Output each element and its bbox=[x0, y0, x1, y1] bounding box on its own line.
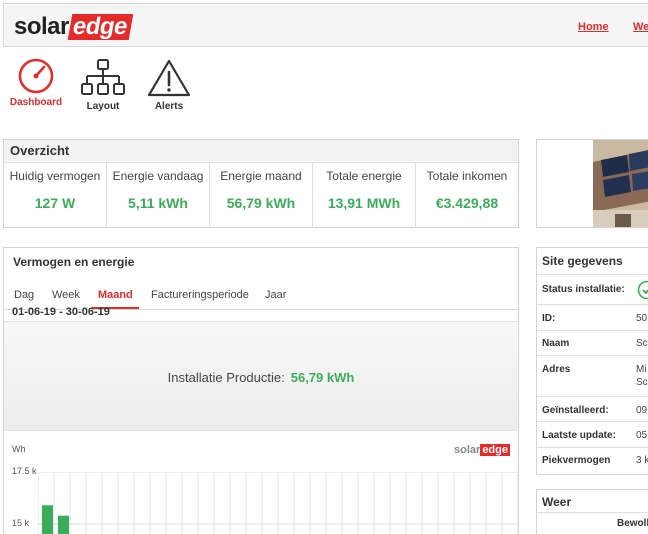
nav-home-link[interactable]: Home bbox=[578, 21, 609, 33]
site-row-installed: Geïnstalleerd: 09 bbox=[537, 396, 648, 421]
site-data-panel: Site gegevens Status installatie: ID: 50… bbox=[536, 247, 648, 475]
site-row-key: ID: bbox=[542, 313, 556, 324]
production-value: 56,79 kWh bbox=[290, 370, 355, 385]
site-row-key: Naam bbox=[542, 338, 570, 349]
layout-icon bbox=[81, 59, 125, 95]
site-row-key: Status installatie: bbox=[542, 284, 625, 295]
tab-week[interactable]: Week bbox=[52, 289, 80, 301]
site-data-title: Site gegevens bbox=[542, 254, 623, 268]
nav-weather-link[interactable]: We bbox=[633, 21, 648, 33]
metric-label: Energie vandaag bbox=[112, 169, 204, 183]
metric-energy-month: Energie maand 56,79 kWh bbox=[210, 163, 313, 227]
site-row-value: 50 bbox=[636, 313, 648, 324]
site-row-value: 05 bbox=[636, 430, 648, 441]
site-row-key: Adres bbox=[542, 364, 571, 375]
metric-total-income: Totale inkomen €3.429,88 bbox=[416, 163, 518, 227]
solaredge-logo[interactable]: solar edge bbox=[14, 13, 134, 40]
date-range: 01-06-19 - 30-06-19 bbox=[12, 306, 110, 318]
tab-day[interactable]: Dag bbox=[14, 289, 35, 301]
status-ok-icon bbox=[637, 280, 648, 300]
chart-solaredge-logo: solar edge bbox=[454, 444, 510, 456]
site-row-peak-power: Piekvermogen 3 k bbox=[537, 447, 648, 474]
power-energy-title: Vermogen en energie bbox=[13, 255, 135, 269]
metric-value: 13,91 MWh bbox=[327, 195, 401, 211]
site-row-value: 3 k bbox=[636, 455, 648, 466]
topnav-layout[interactable]: Layout bbox=[70, 58, 136, 112]
tab-month[interactable]: Maand bbox=[92, 289, 139, 309]
energy-chart: Wh solar edge 17.5 k 15 k bbox=[4, 432, 518, 534]
topnav-layout-label: Layout bbox=[86, 101, 120, 112]
production-summary: Installatie Productie: 56,79 kWh bbox=[4, 321, 518, 431]
site-row-id: ID: 50 bbox=[537, 304, 648, 330]
power-energy-panel: Vermogen en energie Dag Week Maand Factu… bbox=[3, 247, 519, 534]
site-row-name: Naam Sc bbox=[537, 330, 648, 355]
site-row-status: Status installatie: bbox=[537, 274, 648, 304]
site-row-key: Laatste update: bbox=[542, 430, 616, 441]
site-photo[interactable] bbox=[536, 139, 648, 228]
topnav-alerts[interactable]: Alerts bbox=[136, 58, 202, 112]
chart-y-unit: Wh bbox=[12, 444, 26, 454]
gauge-icon bbox=[18, 58, 54, 94]
topnav-alerts-label: Alerts bbox=[154, 101, 184, 112]
metric-label: Energie maand bbox=[220, 169, 302, 183]
chart-plot-area bbox=[38, 472, 518, 534]
production-text: Installatie Productie: 56,79 kWh bbox=[4, 370, 518, 385]
site-row-value: Sc bbox=[636, 338, 648, 349]
y-tick-label: 17.5 k bbox=[12, 466, 37, 476]
metric-total-energy: Totale energie 13,91 MWh bbox=[313, 163, 416, 227]
site-row-address: Adres Mi Sc bbox=[537, 355, 648, 396]
logo-edge-text: edge bbox=[67, 13, 134, 40]
metric-value: 56,79 kWh bbox=[226, 195, 296, 211]
logo-solar-text: solar bbox=[14, 13, 69, 40]
tab-billing-period[interactable]: Factureringsperiode bbox=[151, 289, 249, 301]
chart-logo-edge: edge bbox=[480, 444, 510, 456]
metric-value: 127 W bbox=[34, 195, 76, 211]
weather-title: Weer bbox=[542, 495, 572, 509]
metric-label: Totale inkomen bbox=[426, 169, 508, 183]
metric-energy-today: Energie vandaag 5,11 kWh bbox=[107, 163, 210, 227]
site-row-key: Geïnstalleerd: bbox=[542, 405, 609, 416]
overview-metrics: Huidig vermogen 127 W Energie vandaag 5,… bbox=[4, 162, 518, 227]
metric-label: Totale energie bbox=[326, 169, 402, 183]
y-tick-label: 15 k bbox=[12, 518, 30, 528]
weather-panel: Weer Bewolk bbox=[536, 489, 648, 534]
alert-icon bbox=[147, 59, 191, 97]
tab-year[interactable]: Jaar bbox=[265, 289, 287, 301]
period-tabs: Dag Week Maand Factureringsperiode Jaar bbox=[4, 283, 518, 310]
site-row-value: Mi bbox=[636, 364, 647, 375]
site-row-key: Piekvermogen bbox=[542, 455, 611, 466]
site-row-last-update: Laatste update: 05 bbox=[537, 421, 648, 447]
topnav-dashboard-label: Dashboard bbox=[9, 97, 63, 108]
house-photo-image bbox=[537, 140, 648, 227]
metric-current-power: Huidig vermogen 127 W bbox=[4, 163, 107, 227]
metric-value: 5,11 kWh bbox=[128, 195, 188, 211]
chart-bar[interactable] bbox=[58, 515, 69, 534]
topnav-dashboard[interactable]: Dashboard bbox=[3, 58, 69, 108]
site-row-value: 09 bbox=[636, 405, 648, 416]
site-row-value-line2: Sc bbox=[636, 377, 648, 388]
header-bar: solar edge Home We bbox=[3, 3, 648, 47]
overview-panel: Overzicht Huidig vermogen 127 W Energie … bbox=[3, 139, 519, 228]
weather-condition: Bewolk bbox=[617, 518, 648, 529]
overview-title: Overzicht bbox=[4, 140, 518, 161]
metric-value: €3.429,88 bbox=[435, 195, 499, 211]
metric-label: Huidig vermogen bbox=[9, 169, 101, 183]
production-label: Installatie Productie: bbox=[167, 370, 285, 385]
chart-logo-solar: solar bbox=[454, 444, 481, 456]
chart-bar[interactable] bbox=[42, 505, 53, 534]
